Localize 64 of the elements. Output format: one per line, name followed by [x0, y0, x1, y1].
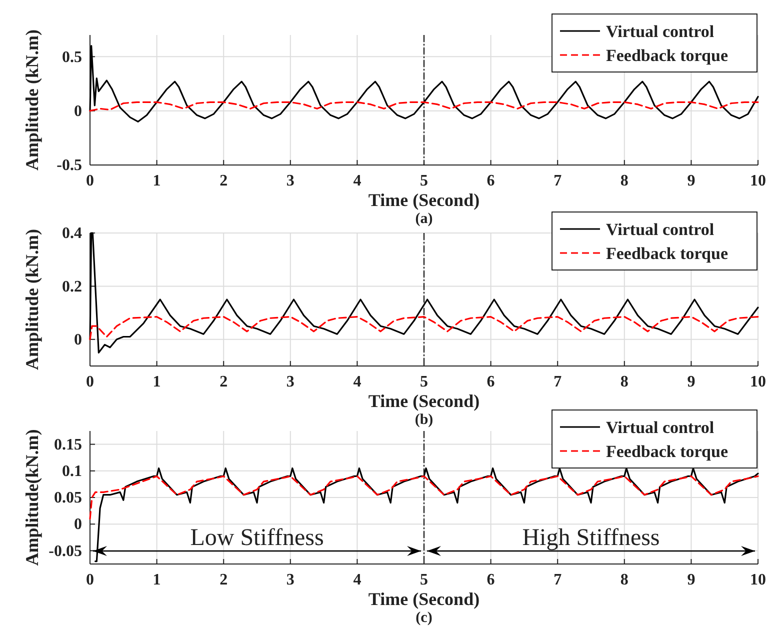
x-tick-label: 9: [687, 571, 696, 588]
y-tick-label: 0: [74, 102, 82, 120]
y-axis-title: Amplitude (kN.m): [22, 29, 42, 171]
x-tick-label: 3: [286, 373, 294, 390]
x-tick-label: 7: [554, 172, 562, 190]
x-tick-label: 1: [152, 571, 161, 588]
y-tick-label: -0.05: [48, 542, 82, 560]
line-series: [89, 475, 759, 520]
legend-label: Virtual control: [606, 418, 714, 437]
x-tick-label: 8: [620, 571, 628, 588]
x-tick-label: 2: [220, 571, 228, 588]
legend-label: Virtual control: [606, 22, 714, 41]
y-tick-label: 0.5: [62, 48, 82, 66]
y-tick-label: 0.2: [62, 278, 82, 296]
line-series: [89, 316, 759, 340]
text: (b): [414, 412, 434, 428]
legend-label: Virtual control: [606, 220, 714, 239]
annotation: Low Stiffness: [190, 525, 324, 551]
x-tick-label: 1: [152, 172, 161, 190]
x-tick-label: 0: [86, 571, 94, 588]
x-tick-label: 8: [620, 172, 628, 190]
y-axis-title: Amplitude(kN.m): [22, 429, 42, 566]
x-tick-label: 5: [420, 172, 428, 190]
x-tick-label: 10: [750, 172, 766, 190]
x-tick-label: 7: [554, 373, 562, 390]
text: (c): [416, 610, 432, 626]
y-tick-label: 0.1: [62, 463, 82, 480]
x-axis-title: Time (Second): [368, 391, 480, 411]
legend-label: Feedback torque: [606, 442, 728, 461]
x-tick-label: 4: [353, 172, 362, 190]
y-tick-label: 0.05: [54, 490, 82, 507]
x-axis-title: Time (Second): [368, 190, 480, 210]
x-tick-label: 10: [750, 373, 766, 390]
x-tick-label: 0: [86, 373, 94, 390]
line-series: [89, 101, 759, 112]
annotation: High Stiffness: [522, 525, 660, 551]
x-axis-title: Time (Second): [368, 589, 480, 609]
x-tick-label: 2: [220, 373, 228, 390]
x-tick-label: 9: [687, 373, 696, 390]
x-tick-label: 6: [486, 571, 495, 588]
y-axis-title: Amplitude (kN.m): [22, 228, 42, 370]
x-tick-label: 10: [750, 571, 766, 588]
x-tick-label: 6: [486, 373, 495, 390]
legend-label: Feedback torque: [606, 244, 728, 263]
x-tick-label: 5: [420, 571, 428, 588]
x-tick-label: 8: [620, 373, 628, 390]
x-tick-label: 3: [286, 172, 294, 190]
x-tick-label: 7: [554, 571, 562, 588]
x-tick-label: 4: [353, 571, 362, 588]
x-tick-label: 2: [220, 172, 228, 190]
y-tick-label: -0.5: [56, 157, 82, 174]
x-tick-label: 9: [687, 172, 696, 190]
x-tick-label: 3: [286, 571, 294, 588]
y-tick-label: 0: [74, 516, 82, 534]
y-tick-label: 0.15: [54, 436, 82, 454]
x-tick-label: 0: [86, 172, 94, 190]
legend-label: Feedback torque: [606, 46, 728, 65]
y-tick-label: 0: [74, 332, 82, 349]
y-tick-label: 0.4: [62, 225, 82, 242]
text: (a): [415, 211, 433, 227]
x-tick-label: 4: [353, 373, 362, 390]
x-tick-label: 1: [152, 373, 161, 390]
x-tick-label: 6: [486, 172, 495, 190]
x-tick-label: 5: [420, 373, 428, 390]
